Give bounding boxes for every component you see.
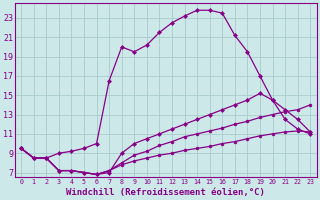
X-axis label: Windchill (Refroidissement éolien,°C): Windchill (Refroidissement éolien,°C) — [66, 188, 265, 197]
